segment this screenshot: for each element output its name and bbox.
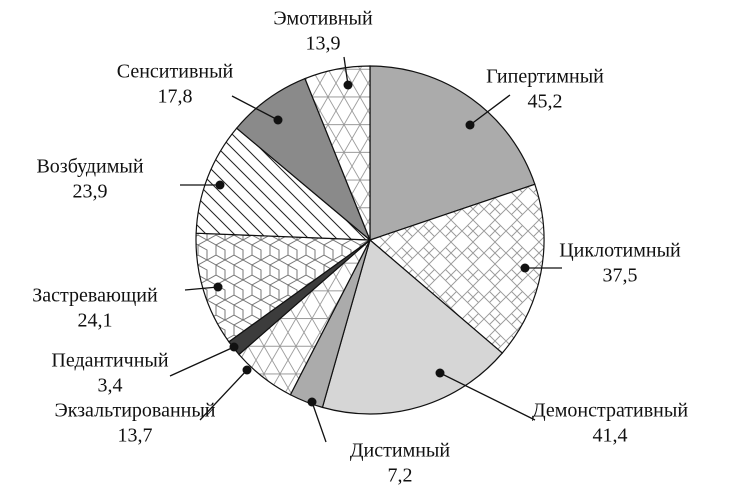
slice-value: 37,5 xyxy=(603,265,638,287)
leader-line xyxy=(231,95,279,121)
leader-dot xyxy=(229,342,239,352)
leader-line xyxy=(439,372,536,421)
leader-line xyxy=(311,401,327,443)
pie-slice xyxy=(321,238,504,415)
leader-line xyxy=(199,369,248,421)
pie-slice xyxy=(369,65,536,241)
pie-slice xyxy=(368,183,545,354)
leader-dot xyxy=(242,365,252,375)
slice-value: 17,8 xyxy=(158,86,193,108)
slice-label: Дистимный xyxy=(350,440,450,462)
slice-value: 7,2 xyxy=(388,465,413,487)
slice-value: 41,4 xyxy=(593,425,628,447)
leader-dot xyxy=(343,80,353,90)
pie-slice xyxy=(195,232,372,343)
slice-label: Застревающий xyxy=(32,285,158,307)
slice-label: Экзальтированный xyxy=(55,400,216,422)
slice-label: Педантичный xyxy=(51,350,168,372)
leader-dot xyxy=(307,397,317,407)
pie-slice xyxy=(304,65,371,241)
leader-dot xyxy=(520,263,530,273)
slice-label: Возбудимый xyxy=(36,156,143,178)
pie-slice xyxy=(195,127,372,241)
slice-value: 23,9 xyxy=(73,181,108,203)
leader-line xyxy=(169,346,235,377)
leader-dot xyxy=(215,180,225,190)
leader-dot xyxy=(213,282,223,292)
slice-label: Эмотивный xyxy=(273,8,373,30)
slice-label: Циклотимный xyxy=(559,240,681,262)
leader-line xyxy=(343,56,349,86)
leader-dot xyxy=(273,115,283,125)
slice-value: 24,1 xyxy=(78,310,113,332)
slice-label: Гипертимный xyxy=(486,66,604,88)
leader-dot xyxy=(435,368,445,378)
slice-value: 13,7 xyxy=(118,425,153,447)
slice-value: 45,2 xyxy=(528,91,563,113)
leader-line xyxy=(469,94,511,126)
slice-value: 3,4 xyxy=(98,375,123,397)
leader-dot xyxy=(465,120,475,130)
slice-label: Демонстративный xyxy=(532,400,688,422)
leader-line xyxy=(184,286,219,291)
slice-value: 13,9 xyxy=(306,33,341,55)
slice-label: Сенситивный xyxy=(117,61,234,83)
